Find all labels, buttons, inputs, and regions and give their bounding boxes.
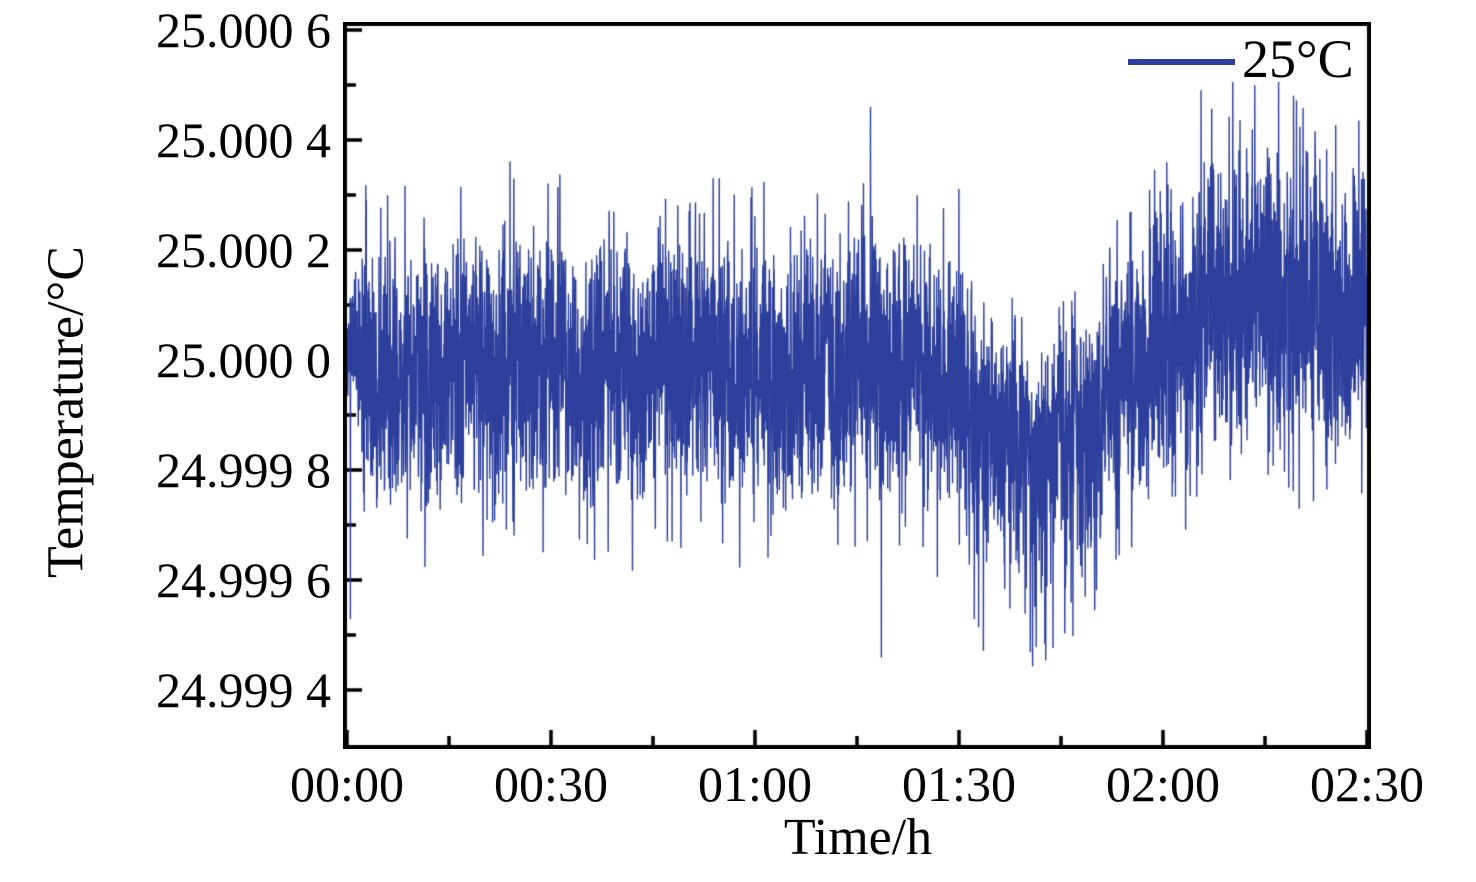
y-tick-label: 25.000 0 — [156, 332, 331, 389]
x-tick-label: 01:00 — [698, 756, 812, 812]
y-tick-label: 25.000 2 — [156, 222, 331, 279]
x-tick-label: 00:30 — [494, 756, 608, 812]
x-tick-label: 02:30 — [1310, 756, 1424, 812]
plot-area — [343, 22, 1371, 749]
x-axis-title: Time/h — [783, 809, 933, 866]
y-tick-label: 24.999 6 — [156, 552, 331, 609]
x-tick-label: 00:00 — [290, 756, 404, 812]
legend-label: 25°C — [1242, 29, 1354, 89]
y-axis-title: Temperature/°C — [37, 246, 95, 578]
y-tick-label: 24.999 8 — [156, 442, 331, 499]
y-tick-label: 25.000 4 — [156, 112, 331, 169]
y-tick-label: 25.000 6 — [156, 2, 331, 59]
y-tick-label: 24.999 4 — [156, 662, 331, 718]
x-tick-label: 01:30 — [902, 756, 1016, 812]
legend-line-swatch — [1128, 59, 1235, 65]
x-tick-label: 02:00 — [1106, 756, 1220, 812]
